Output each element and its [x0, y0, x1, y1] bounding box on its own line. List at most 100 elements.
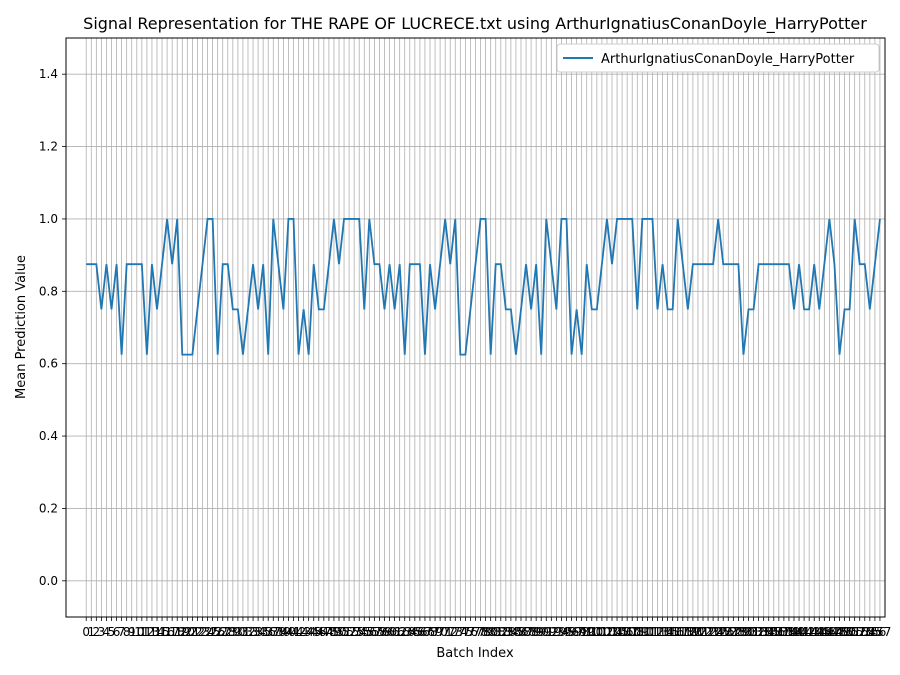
- x-tick-label: 58: [372, 625, 387, 639]
- x-tick-label: 137: [767, 625, 790, 639]
- x-tick-label: 97: [569, 625, 584, 639]
- x-tick-label: 35: [256, 625, 271, 639]
- y-grid-lines: [66, 73, 885, 582]
- x-tick-label: 109: [626, 625, 649, 639]
- x-tick-label: 25: [205, 625, 220, 639]
- chart-title: Signal Representation for THE RAPE OF LU…: [83, 14, 867, 34]
- x-tick-label: 112: [641, 625, 664, 639]
- x-grid-lines: [85, 38, 881, 617]
- x-tick-label: 31: [235, 625, 250, 639]
- x-tick-label: 99: [579, 625, 594, 639]
- x-tick-label: 80: [483, 625, 498, 639]
- x-tick-label: 54: [352, 625, 367, 639]
- x-tick-label: 14: [149, 625, 164, 639]
- x-tick-label: 48: [321, 625, 336, 639]
- x-tick-label: 100: [580, 625, 603, 639]
- x-tick-label: 13: [144, 625, 159, 639]
- x-tick-label: 118: [671, 625, 694, 639]
- x-tick-label: 64: [402, 625, 417, 639]
- legend-box: [556, 43, 880, 73]
- x-tick-label: 114: [651, 625, 674, 639]
- x-tick-label: 81: [488, 625, 503, 639]
- x-tick-label: 86: [513, 625, 528, 639]
- x-tick-label: 50: [331, 625, 346, 639]
- y-tick-label: 1.0: [39, 212, 58, 226]
- x-tick-label: 78: [473, 625, 488, 639]
- x-tick-label: 74: [453, 625, 468, 639]
- x-tick-label: 140: [783, 625, 806, 639]
- x-tick-label: 55: [357, 625, 372, 639]
- x-tick-label: 17: [165, 625, 180, 639]
- x-tick-label: 61: [387, 625, 402, 639]
- x-tick-label: 33: [245, 625, 260, 639]
- x-tick-label: 70: [432, 625, 447, 639]
- x-tick-label: 9: [128, 625, 136, 639]
- y-tick-label: 1.4: [39, 67, 58, 81]
- x-tick-label: 1: [87, 625, 95, 639]
- x-tick-label: 73: [448, 625, 463, 639]
- legend: ArthurIgnatiusConanDoyle_HarryPotter: [556, 43, 880, 73]
- x-tick-label: 77: [468, 625, 483, 639]
- x-tick-label: 115: [656, 625, 679, 639]
- x-tick-label: 47: [316, 625, 331, 639]
- x-tick-label: 87: [518, 625, 533, 639]
- x-tick-label: 66: [412, 625, 427, 639]
- x-tick-label: 27: [215, 625, 230, 639]
- x-tick-label: 133: [747, 625, 770, 639]
- x-tick-label: 141: [788, 625, 811, 639]
- x-tick-label: 102: [590, 625, 613, 639]
- x-tick-label: 22: [190, 625, 205, 639]
- x-tick-label: 52: [341, 625, 356, 639]
- x-tick-label: 63: [397, 625, 412, 639]
- x-tick-label: 103: [595, 625, 618, 639]
- x-tick-label: 125: [707, 625, 730, 639]
- x-tick-label: 20: [180, 625, 195, 639]
- x-tick-label: 0: [82, 625, 90, 639]
- x-tick-label: 145: [808, 625, 831, 639]
- x-tick-label: 96: [564, 625, 579, 639]
- x-tick-label: 124: [702, 625, 725, 639]
- x-tick-label: 155: [858, 625, 881, 639]
- x-tick-label: 45: [306, 625, 321, 639]
- x-tick-label: 116: [661, 625, 684, 639]
- x-tick-label: 42: [291, 625, 306, 639]
- x-tick-label: 23: [195, 625, 210, 639]
- y-tick-label: 0.6: [39, 357, 58, 371]
- x-tick-label: 41: [286, 625, 301, 639]
- y-tick-label: 0.2: [39, 501, 58, 515]
- x-tick-label: 126: [712, 625, 735, 639]
- y-tick-label: 0.4: [39, 429, 58, 443]
- x-tick-label: 46: [311, 625, 326, 639]
- x-tick-label: 7: [118, 625, 126, 639]
- x-tick-label: 106: [611, 625, 634, 639]
- x-tick-label: 62: [392, 625, 407, 639]
- x-tick-label: 94: [554, 625, 569, 639]
- x-tick-label: 56: [362, 625, 377, 639]
- x-tick-label: 67: [417, 625, 432, 639]
- x-tick-label: 93: [549, 625, 564, 639]
- x-tick-label: 150: [833, 625, 856, 639]
- x-tick-label: 90: [534, 625, 549, 639]
- x-tick-label: 154: [853, 625, 876, 639]
- x-tick-label: 95: [559, 625, 574, 639]
- x-tick-label: 65: [407, 625, 422, 639]
- x-tick-label: 26: [210, 625, 225, 639]
- x-tick-label: 146: [813, 625, 836, 639]
- x-tick-label: 8: [123, 625, 131, 639]
- x-tick-label: 5: [108, 625, 116, 639]
- x-tick-label: 143: [798, 625, 821, 639]
- x-tick-label: 19: [175, 625, 190, 639]
- x-tick-label: 132: [742, 625, 765, 639]
- x-tick-label: 59: [377, 625, 392, 639]
- x-tick-label: 152: [843, 625, 866, 639]
- x-tick-label: 135: [757, 625, 780, 639]
- x-tick-label: 83: [498, 625, 513, 639]
- x-tick-label: 120: [681, 625, 704, 639]
- x-tick-label: 79: [478, 625, 493, 639]
- x-tick-label: 144: [803, 625, 826, 639]
- x-tick-label: 15: [154, 625, 169, 639]
- x-tick-label: 53: [347, 625, 362, 639]
- x-tick-label: 38: [271, 625, 286, 639]
- x-tick-label: 101: [585, 625, 608, 639]
- x-axis-ticks: 0123456789101112131415161718192021222324…: [82, 617, 891, 639]
